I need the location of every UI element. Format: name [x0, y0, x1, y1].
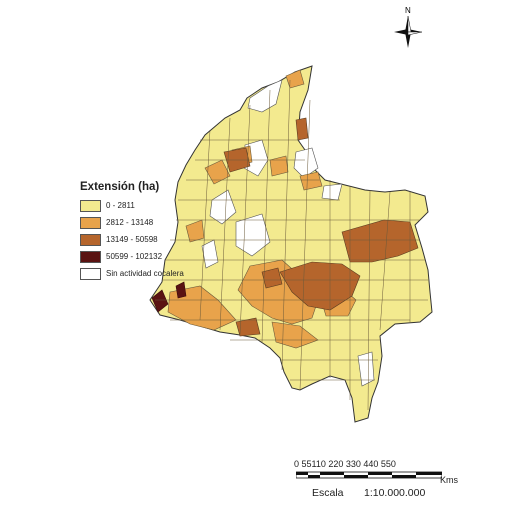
legend-label: 2812 - 13148: [106, 218, 154, 227]
legend-item: 2812 - 13148: [80, 214, 220, 231]
scale-title: Escala: [312, 487, 344, 499]
highest-class-areas: [151, 281, 187, 313]
legend-swatch: [80, 250, 101, 263]
legend-label: 0 - 2811: [106, 201, 135, 210]
scale-unit: Kms: [440, 475, 458, 485]
legend-swatch: [80, 199, 101, 212]
high-class-areas: [223, 117, 419, 337]
legend-swatch: [80, 267, 101, 280]
municipal-boundaries: [155, 79, 428, 411]
country-outline: [149, 65, 433, 423]
legend-label: 50599 - 102132: [106, 252, 163, 261]
legend-label: 13149 - 50598: [106, 235, 158, 244]
scale-bar: 0 55110 220 330 440 550 Kms Escala 1:10.…: [286, 459, 466, 509]
legend-item: 13149 - 50598: [80, 231, 220, 248]
scale-ruler: [296, 471, 442, 479]
scale-tick-labels: 0 55110 220 330 440 550: [294, 459, 396, 469]
scale-ratio: 1:10.000.000: [364, 487, 426, 499]
legend-item: Sin actividad cocalera: [80, 265, 220, 282]
map-legend: Extensión (ha) 0 - 2811 2812 - 13148 131…: [80, 181, 220, 282]
legend-swatch: [80, 233, 101, 246]
legend-item: 0 - 2811: [80, 197, 220, 214]
no-activity-areas: [201, 79, 375, 387]
legend-swatch: [80, 216, 101, 229]
legend-item: 50599 - 102132: [80, 248, 220, 265]
legend-title: Extensión (ha): [80, 181, 160, 193]
north-label: N: [405, 6, 411, 15]
north-arrow-icon: N: [394, 6, 423, 48]
north-arrow: N: [386, 4, 432, 50]
legend-label: Sin actividad cocalera: [106, 269, 184, 278]
